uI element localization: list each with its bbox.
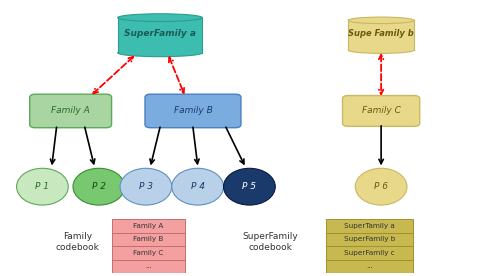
Text: Family B: Family B [133,237,164,242]
Text: P 5: P 5 [242,182,256,191]
FancyBboxPatch shape [112,260,185,273]
Text: SuperTamily a: SuperTamily a [344,223,395,229]
Text: SuperFamily c: SuperFamily c [344,250,395,256]
FancyBboxPatch shape [112,219,185,233]
FancyBboxPatch shape [145,94,241,128]
Ellipse shape [73,168,125,205]
Ellipse shape [348,47,414,53]
Text: ...: ... [366,264,373,269]
FancyBboxPatch shape [326,260,413,273]
Text: Family A: Family A [133,223,164,229]
FancyBboxPatch shape [118,18,203,53]
Ellipse shape [118,14,203,22]
Text: SuperFamily a: SuperFamily a [124,29,196,38]
Text: SuperFamily b: SuperFamily b [344,237,395,242]
FancyBboxPatch shape [343,95,420,126]
Text: Family
codebook: Family codebook [56,232,100,252]
Ellipse shape [120,168,172,205]
Ellipse shape [172,168,224,205]
Text: P 3: P 3 [139,182,153,191]
Text: P 6: P 6 [374,182,388,191]
Text: P 2: P 2 [92,182,106,191]
Ellipse shape [16,168,68,205]
Text: SuperFamily
codebook: SuperFamily codebook [243,232,299,252]
Text: Family C: Family C [133,250,164,256]
Ellipse shape [224,168,276,205]
Text: P 4: P 4 [191,182,204,191]
Text: ...: ... [145,264,152,269]
Ellipse shape [118,49,203,57]
FancyBboxPatch shape [112,233,185,246]
FancyBboxPatch shape [112,246,185,260]
FancyBboxPatch shape [326,233,413,246]
FancyBboxPatch shape [30,94,111,128]
Text: P 1: P 1 [36,182,49,191]
Text: Family A: Family A [51,107,90,115]
FancyBboxPatch shape [326,219,413,233]
Ellipse shape [355,168,407,205]
Text: Supe Family b: Supe Family b [348,29,414,38]
Ellipse shape [348,17,414,24]
FancyBboxPatch shape [348,20,414,50]
Text: Family C: Family C [362,107,400,115]
FancyBboxPatch shape [326,246,413,260]
Text: Family B: Family B [174,107,212,115]
